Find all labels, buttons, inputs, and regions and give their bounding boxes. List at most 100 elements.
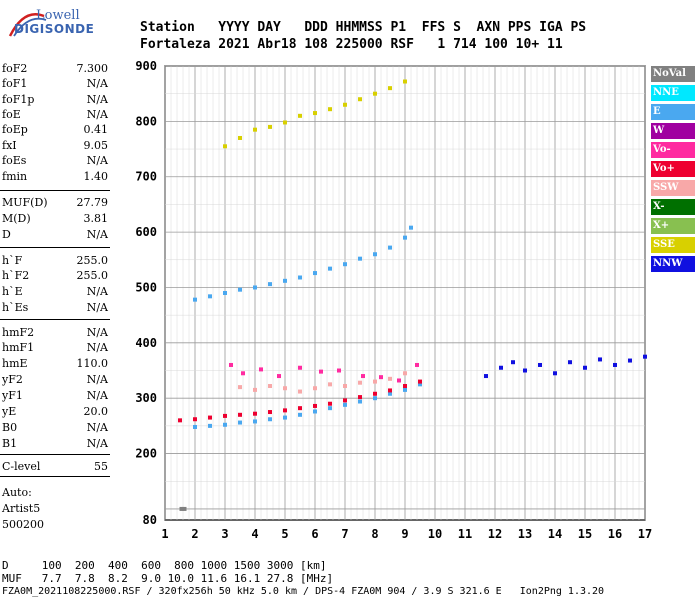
param-row: h`E N/A — [2, 285, 108, 301]
legend-item: NNE — [651, 85, 695, 101]
data-point — [358, 97, 362, 102]
data-point — [553, 371, 557, 376]
x-tick-label: 3 — [221, 527, 228, 541]
param-label: hmE — [2, 357, 28, 370]
data-point — [229, 362, 233, 367]
param-row: yF2 N/A — [2, 373, 108, 389]
data-point — [328, 266, 332, 271]
x-tick-label: 5 — [281, 527, 288, 541]
footer-file-info: FZA0M_2021108225000.RSF / 320fx256h 50 k… — [2, 586, 605, 597]
data-point — [328, 401, 332, 406]
data-point — [179, 506, 184, 511]
data-point — [238, 420, 242, 425]
data-point — [598, 357, 602, 362]
data-point — [298, 406, 302, 411]
param-label: hmF2 — [2, 326, 35, 339]
x-tick-label: 16 — [608, 527, 622, 541]
data-point — [568, 360, 572, 365]
data-point — [388, 376, 392, 381]
param-value: N/A — [86, 389, 108, 402]
x-tick-label: 2 — [191, 527, 198, 541]
param-value: N/A — [86, 228, 108, 241]
param-value: N/A — [86, 421, 108, 434]
param-row: h`F 255.0 — [2, 254, 108, 270]
data-point — [403, 384, 407, 389]
param-label: yF2 — [2, 373, 23, 386]
data-point — [379, 375, 383, 380]
x-tick-label: 14 — [548, 527, 562, 541]
data-point — [373, 252, 377, 257]
param-value: 3.81 — [83, 212, 109, 225]
data-point — [613, 362, 617, 367]
legend-item: W — [651, 123, 695, 139]
data-point — [268, 410, 272, 415]
data-point — [298, 365, 302, 370]
data-point — [283, 120, 287, 125]
data-point — [343, 262, 347, 267]
param-value: 27.79 — [76, 196, 109, 209]
param-label: M(D) — [2, 212, 31, 225]
data-point — [268, 417, 272, 422]
x-tick-label: 1 — [161, 527, 168, 541]
param-row: hmF2 N/A — [2, 326, 108, 342]
data-point — [298, 412, 302, 417]
param-row: fmin 1.40 — [2, 170, 108, 186]
divider — [0, 247, 110, 248]
data-point — [358, 256, 362, 261]
legend-item: X+ — [651, 218, 695, 234]
data-point — [268, 282, 272, 287]
param-row: foEs N/A — [2, 154, 108, 170]
param-label: yF1 — [2, 389, 23, 402]
ionogram-chart: 1 2 3 4 5 6 7 8 9 10 11 12 13 14 15 16 17802003004005006… — [135, 59, 652, 541]
x-tick-label: 9 — [401, 527, 408, 541]
data-point — [343, 398, 347, 403]
data-point — [208, 294, 212, 299]
x-tick-label: 4 — [251, 527, 258, 541]
data-point — [238, 135, 242, 140]
data-point — [223, 291, 227, 295]
data-point — [238, 412, 242, 417]
legend-item: E — [651, 104, 695, 120]
data-point — [283, 415, 287, 420]
data-point — [403, 387, 407, 392]
y-tick-label: 80 — [143, 513, 157, 527]
data-point — [298, 389, 302, 394]
data-point — [373, 391, 377, 396]
data-point — [415, 362, 419, 367]
data-point — [298, 275, 302, 280]
param-value: 55 — [94, 460, 108, 473]
data-point — [538, 362, 542, 367]
param-row: foF1 N/A — [2, 77, 108, 93]
data-point — [358, 380, 362, 385]
data-point — [182, 506, 187, 511]
data-point — [403, 371, 407, 376]
param-label: foEp — [2, 123, 28, 136]
param-value: 9.05 — [83, 139, 109, 152]
param-value: 255.0 — [76, 254, 109, 267]
y-tick-label: 500 — [135, 280, 157, 294]
station-header-values: Fortaleza 2021 Abr18 108 225000 RSF 1 71… — [140, 37, 563, 52]
data-point — [403, 235, 407, 240]
data-point — [418, 379, 422, 384]
data-point — [277, 374, 281, 379]
param-value: N/A — [86, 154, 108, 167]
param-value: 255.0 — [76, 269, 109, 282]
param-row: M(D) 3.81 — [2, 212, 108, 228]
x-tick-label: 17 — [638, 527, 652, 541]
digisonde-logo — [8, 13, 47, 37]
param-row: B0 N/A — [2, 421, 108, 437]
data-point — [253, 387, 257, 392]
legend-item: Vo+ — [651, 161, 695, 177]
footer-distance: D 100 200 400 600 800 1000 1500 3000 [km… — [2, 559, 327, 572]
data-point — [388, 388, 392, 393]
param-label: B0 — [2, 421, 18, 434]
param-value: N/A — [86, 341, 108, 354]
logo-text-lowell: Lowell — [36, 8, 80, 23]
data-point — [253, 419, 257, 424]
data-point — [328, 107, 332, 112]
data-point — [313, 111, 317, 116]
data-point — [343, 384, 347, 389]
y-tick-label: 300 — [135, 391, 157, 405]
param-value: N/A — [86, 301, 108, 314]
param-label: fxI — [2, 139, 17, 152]
